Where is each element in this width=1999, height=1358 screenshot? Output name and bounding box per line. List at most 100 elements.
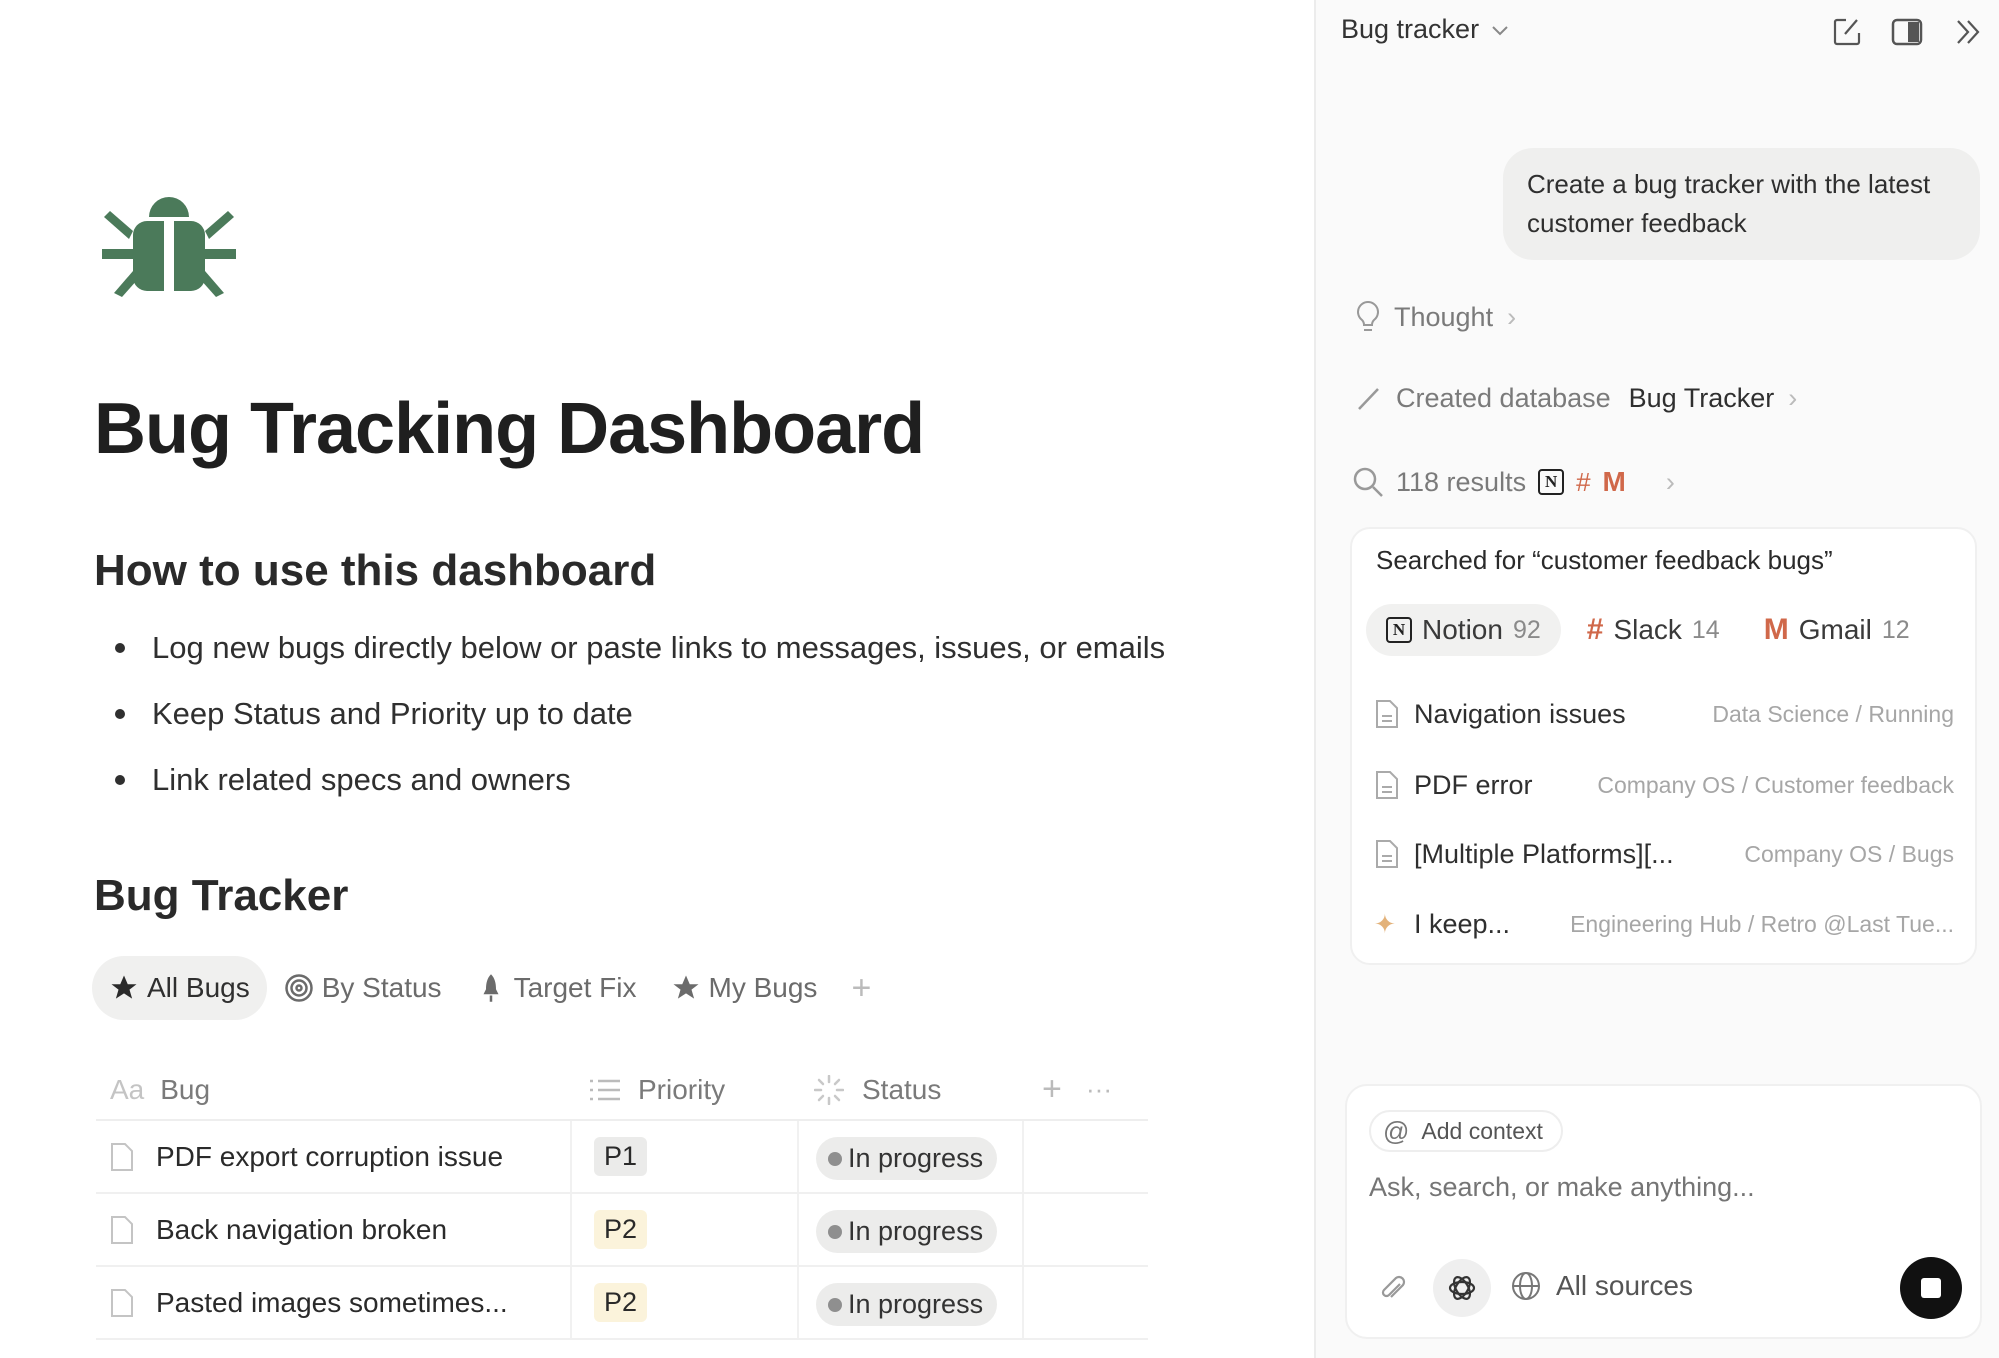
chevron-right-icon: › — [1788, 383, 1798, 413]
tab-by-status[interactable]: By Status — [267, 956, 459, 1020]
at-icon: @ — [1383, 1115, 1410, 1146]
column-label: Bug — [160, 1073, 211, 1105]
stop-icon — [1921, 1278, 1941, 1298]
result-path: Engineering Hub / Retro @Last Tue... — [1570, 910, 1954, 937]
bullet-item: Link related specs and owners — [115, 762, 571, 798]
result-title: [Multiple Platforms][... — [1414, 838, 1674, 869]
new-chat-icon[interactable] — [1832, 17, 1862, 47]
search-result-item[interactable]: [Multiple Platforms][... Company OS / Bu… — [1374, 834, 1954, 874]
table-row[interactable]: Pasted images sometimes... P2 In progres… — [96, 1267, 1148, 1340]
tab-label: By Status — [321, 972, 442, 1003]
bug-icon[interactable] — [102, 189, 236, 297]
page-icon — [111, 1215, 133, 1244]
source-notion[interactable]: N Notion 92 — [1366, 604, 1561, 656]
gmail-icon: M — [1763, 613, 1789, 646]
status-label: In progress — [848, 1289, 984, 1319]
pencil-icon — [1358, 387, 1379, 410]
priority-cell[interactable]: P2 — [594, 1267, 648, 1338]
status-badge: In progress — [816, 1283, 998, 1326]
target-icon — [284, 974, 313, 1002]
chevron-right-icon: › — [1665, 466, 1675, 497]
status-cell[interactable]: In progress — [816, 1194, 998, 1265]
user-message-bubble: Create a bug tracker with the latest cus… — [1503, 148, 1980, 260]
search-result-item[interactable]: PDF error Company OS / Customer feedback — [1374, 765, 1954, 805]
source-gmail[interactable]: M Gmail 12 — [1764, 613, 1910, 647]
search-query: Searched for “customer feedback bugs” — [1376, 545, 1833, 575]
tab-my-bugs[interactable]: My Bugs — [654, 956, 835, 1020]
search-results-step[interactable]: 118 results N # M › — [1352, 466, 1675, 498]
text-type-icon: Aa — [110, 1073, 145, 1105]
bug-cell[interactable]: PDF export corruption issue — [110, 1121, 503, 1192]
stop-button[interactable] — [1900, 1257, 1962, 1319]
tab-target-fix[interactable]: Target Fix — [459, 956, 654, 1020]
gmail-icon: M — [1602, 466, 1626, 497]
composer — [1345, 1084, 1982, 1339]
page-content: Bug Tracking Dashboard How to use this d… — [0, 0, 1314, 1358]
table-row[interactable]: Back navigation broken P2 In progress — [96, 1194, 1148, 1267]
search-result-item[interactable]: ✦ I keep... Engineering Hub / Retro @Las… — [1374, 904, 1954, 944]
bug-cell[interactable]: Pasted images sometimes... — [110, 1267, 508, 1338]
bullet-item: Keep Status and Priority up to date — [115, 696, 633, 732]
source-name: Slack — [1613, 614, 1682, 645]
status-spinner-icon — [814, 1074, 844, 1105]
result-path: Data Science / Running — [1712, 700, 1954, 727]
slack-icon: # — [1586, 613, 1604, 646]
panel-title-dropdown[interactable]: Bug tracker — [1341, 14, 1509, 45]
globe-icon — [1512, 1272, 1540, 1300]
collapse-panel-icon[interactable] — [1954, 18, 1982, 46]
more-options-button[interactable]: ··· — [1086, 1074, 1112, 1104]
page-icon — [111, 1142, 133, 1171]
add-property-button[interactable]: + — [1042, 1070, 1062, 1108]
add-context-label: Add context — [1421, 1117, 1543, 1144]
created-database-step[interactable]: Created database Bug Tracker › — [1356, 383, 1797, 414]
tab-all-bugs[interactable]: All Bugs — [92, 956, 267, 1020]
priority-cell[interactable]: P2 — [594, 1194, 648, 1265]
add-view-button[interactable]: + — [851, 968, 872, 1007]
column-priority[interactable]: Priority — [590, 1060, 725, 1119]
search-icon — [1353, 467, 1383, 497]
rocket-icon — [483, 974, 499, 1002]
status-label: In progress — [848, 1216, 984, 1246]
thought-step[interactable]: Thought › — [1356, 300, 1516, 334]
status-cell[interactable]: In progress — [816, 1121, 998, 1192]
result-title: Navigation issues — [1414, 698, 1626, 729]
chat-input[interactable] — [1369, 1166, 1959, 1208]
created-label: Created database — [1396, 383, 1611, 413]
star-icon — [673, 975, 698, 999]
priority-badge: P2 — [594, 1210, 648, 1249]
status-label: In progress — [848, 1143, 984, 1173]
page-icon — [111, 1288, 133, 1317]
status-dot — [828, 1151, 842, 1166]
column-label: Status — [862, 1073, 942, 1105]
search-results-card — [1350, 527, 1977, 965]
sources-selector[interactable]: All sources — [1510, 1270, 1693, 1302]
model-selector-button[interactable] — [1433, 1259, 1491, 1317]
chevron-right-icon: › — [1507, 301, 1517, 332]
priority-cell[interactable]: P1 — [594, 1121, 648, 1192]
panel-title: Bug tracker — [1341, 14, 1480, 44]
sources-label: All sources — [1556, 1270, 1693, 1301]
star-icon — [111, 975, 137, 999]
lightbulb-icon — [1357, 300, 1379, 331]
column-label: Priority — [638, 1073, 726, 1105]
created-database-link[interactable]: Bug Tracker — [1628, 383, 1775, 413]
tab-label: All Bugs — [147, 972, 250, 1003]
status-cell[interactable]: In progress — [816, 1267, 998, 1338]
table-row[interactable]: PDF export corruption issue P1 In progre… — [96, 1121, 1148, 1194]
sidebar-toggle-icon[interactable] — [1891, 18, 1923, 46]
bug-title: Back navigation broken — [156, 1213, 448, 1245]
search-result-item[interactable]: Navigation issues Data Science / Running — [1374, 694, 1954, 734]
column-status[interactable]: Status — [814, 1060, 941, 1119]
bug-cell[interactable]: Back navigation broken — [110, 1194, 447, 1265]
source-slack[interactable]: # Slack 14 — [1587, 613, 1720, 647]
result-title: I keep... — [1414, 908, 1511, 939]
howto-heading: How to use this dashboard — [94, 546, 657, 595]
add-context-button[interactable]: @ Add context — [1369, 1110, 1563, 1152]
attach-icon[interactable] — [1378, 1274, 1408, 1304]
source-name: Notion — [1422, 614, 1503, 645]
page-icon — [1376, 700, 1398, 728]
thought-label: Thought — [1394, 301, 1494, 332]
column-bug[interactable]: Aa Bug — [110, 1060, 210, 1119]
openai-icon — [1448, 1276, 1476, 1300]
source-count: 12 — [1881, 615, 1910, 644]
